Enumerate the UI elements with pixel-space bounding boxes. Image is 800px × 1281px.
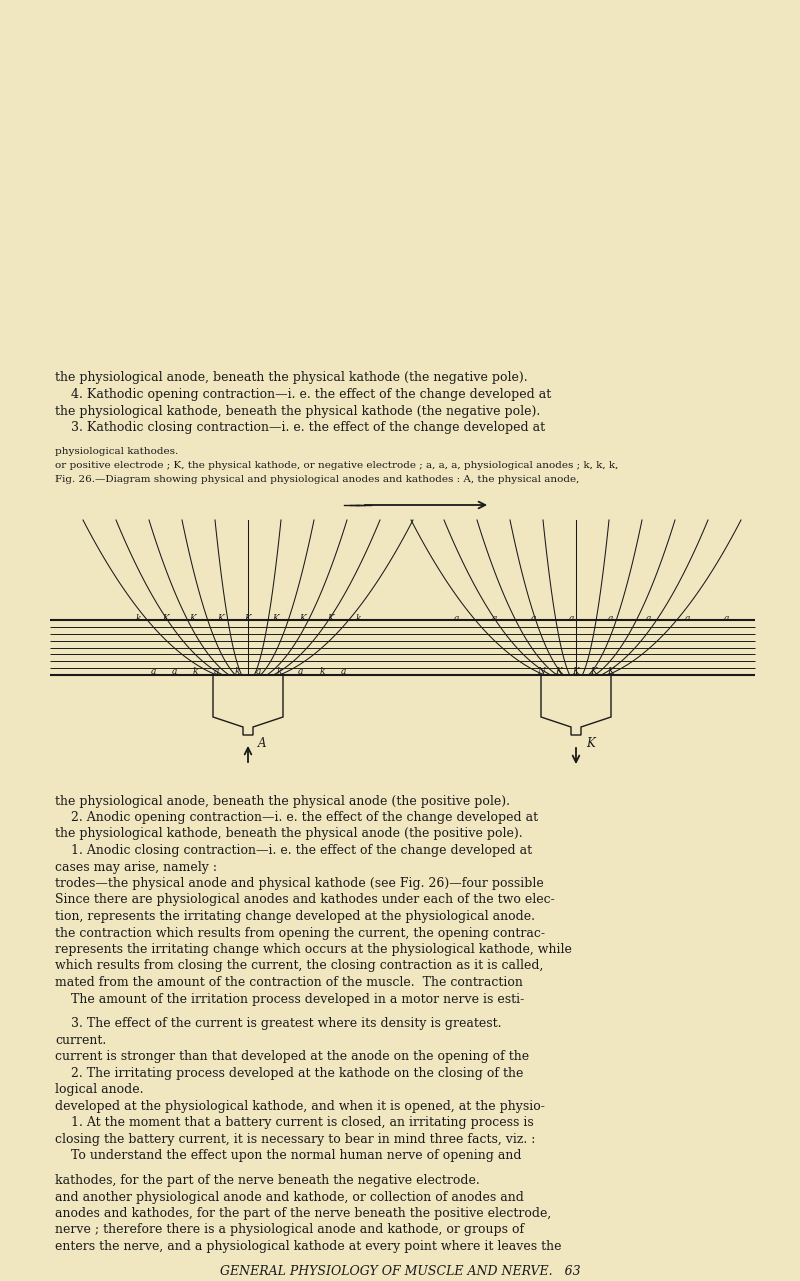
Text: k: k: [277, 667, 282, 676]
Text: current.: current.: [55, 1034, 106, 1047]
Text: a: a: [256, 667, 262, 676]
Text: the contraction which results from opening the current, the opening contrac-: the contraction which results from openi…: [55, 926, 545, 939]
Text: K: K: [272, 614, 279, 623]
Text: To understand the effect upon the normal human nerve of opening and: To understand the effect upon the normal…: [55, 1149, 522, 1162]
Text: a: a: [340, 667, 346, 676]
Text: 2. The irritating process developed at the kathode on the closing of the: 2. The irritating process developed at t…: [55, 1067, 523, 1080]
Text: k: k: [355, 614, 361, 623]
Text: Fig. 26.—Diagram showing physical and physiological anodes and kathodes : A, the: Fig. 26.—Diagram showing physical and ph…: [55, 475, 579, 484]
Text: kathodes, for the part of the nerve beneath the negative electrode.: kathodes, for the part of the nerve bene…: [55, 1173, 480, 1187]
Text: the physiological kathode, beneath the physical kathode (the negative pole).: the physiological kathode, beneath the p…: [55, 405, 540, 418]
Text: N: N: [537, 667, 545, 676]
Text: 4. Kathodic opening contraction—i. e. the effect of the change developed at: 4. Kathodic opening contraction—i. e. th…: [55, 388, 551, 401]
Text: K: K: [162, 614, 169, 623]
Text: a: a: [150, 667, 156, 676]
Text: enters the nerve, and a physiological kathode at every point where it leaves the: enters the nerve, and a physiological ka…: [55, 1240, 562, 1253]
Text: 2. Anodic opening contraction—i. e. the effect of the change developed at: 2. Anodic opening contraction—i. e. the …: [55, 811, 538, 824]
Text: K: K: [608, 667, 614, 676]
Text: the physiological kathode, beneath the physical anode (the positive pole).: the physiological kathode, beneath the p…: [55, 828, 522, 840]
Text: The amount of the irritation process developed in a motor nerve is esti-: The amount of the irritation process dev…: [55, 993, 524, 1006]
Text: 3. The effect of the current is greatest where its density is greatest.: 3. The effect of the current is greatest…: [55, 1017, 502, 1030]
Text: the physiological anode, beneath the physical anode (the positive pole).: the physiological anode, beneath the phy…: [55, 794, 510, 807]
Text: 1. At the moment that a battery current is closed, an irritating process is: 1. At the moment that a battery current …: [55, 1116, 534, 1130]
Text: a: a: [171, 667, 177, 676]
Text: a: a: [492, 614, 498, 623]
Text: which results from closing the current, the closing contraction as it is called,: which results from closing the current, …: [55, 959, 543, 972]
Text: K: K: [586, 737, 594, 749]
Text: current is stronger than that developed at the anode on the opening of the: current is stronger than that developed …: [55, 1050, 529, 1063]
Text: a: a: [530, 614, 536, 623]
Text: a: a: [607, 614, 613, 623]
Text: the physiological anode, beneath the physical kathode (the negative pole).: the physiological anode, beneath the phy…: [55, 371, 528, 384]
Text: k: k: [193, 667, 198, 676]
Text: closing the battery current, it is necessary to bear in mind three facts, viz. :: closing the battery current, it is neces…: [55, 1132, 535, 1145]
Text: k: k: [319, 667, 325, 676]
Text: anodes and kathodes, for the part of the nerve beneath the positive electrode,: anodes and kathodes, for the part of the…: [55, 1207, 551, 1220]
Text: A: A: [258, 737, 266, 749]
Text: or positive electrode ; K, the physical kathode, or negative electrode ; a, a, a: or positive electrode ; K, the physical …: [55, 461, 618, 470]
Text: physiological kathodes.: physiological kathodes.: [55, 447, 178, 456]
Text: K: K: [190, 614, 196, 623]
Text: a: a: [646, 614, 651, 623]
Text: 3. Kathodic closing contraction—i. e. the effect of the change developed at: 3. Kathodic closing contraction—i. e. th…: [55, 421, 545, 434]
Text: K: K: [300, 614, 306, 623]
Text: nerve ; therefore there is a physiological anode and kathode, or groups of: nerve ; therefore there is a physiologic…: [55, 1223, 524, 1236]
Text: and another physiological anode and kathode, or collection of anodes and: and another physiological anode and kath…: [55, 1190, 524, 1204]
Text: developed at the physiological kathode, and when it is opened, at the physio-: developed at the physiological kathode, …: [55, 1100, 545, 1113]
Text: a: a: [723, 614, 729, 623]
Text: cases may arise, namely :: cases may arise, namely :: [55, 861, 217, 874]
Text: a: a: [214, 667, 219, 676]
Text: K: K: [590, 667, 597, 676]
Text: a: a: [685, 614, 690, 623]
Text: k: k: [135, 614, 141, 623]
Text: a: a: [454, 614, 458, 623]
Text: mated from the amount of the contraction of the muscle.  The contraction: mated from the amount of the contraction…: [55, 976, 523, 989]
Text: represents the irritating change which occurs at the physiological kathode, whil: represents the irritating change which o…: [55, 943, 572, 956]
Text: Since there are physiological anodes and kathodes under each of the two elec-: Since there are physiological anodes and…: [55, 894, 554, 907]
Text: K: K: [217, 614, 224, 623]
Text: K: K: [555, 667, 562, 676]
Text: K: K: [573, 667, 579, 676]
Text: logical anode.: logical anode.: [55, 1084, 143, 1097]
Text: a: a: [298, 667, 303, 676]
Text: a: a: [569, 614, 574, 623]
Text: k: k: [234, 667, 240, 676]
Text: tion, represents the irritating change developed at the physiological anode.: tion, represents the irritating change d…: [55, 910, 535, 924]
Text: 1. Anodic closing contraction—i. e. the effect of the change developed at: 1. Anodic closing contraction—i. e. the …: [55, 844, 532, 857]
Text: GENERAL PHYSIOLOGY OF MUSCLE AND NERVE.   63: GENERAL PHYSIOLOGY OF MUSCLE AND NERVE. …: [220, 1266, 580, 1278]
Text: K: K: [245, 614, 251, 623]
Text: K: K: [327, 614, 334, 623]
Text: trodes—the physical anode and physical kathode (see Fig. 26)—four possible: trodes—the physical anode and physical k…: [55, 877, 544, 890]
